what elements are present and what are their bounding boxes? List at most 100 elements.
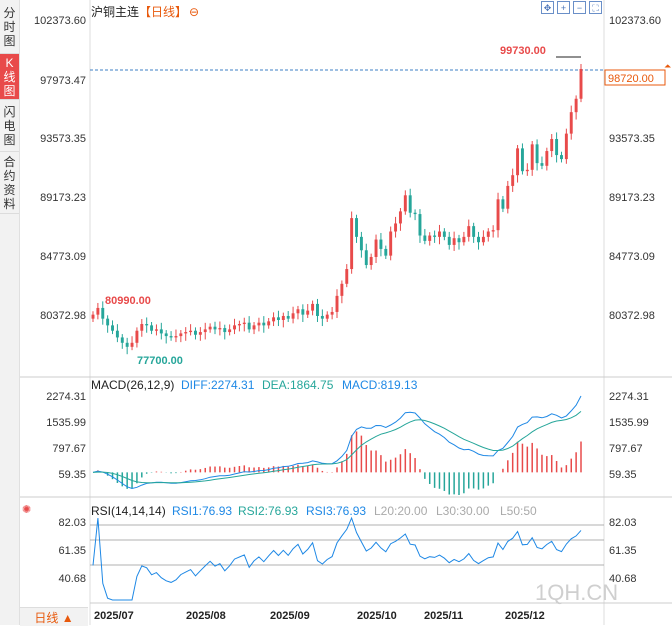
tab-contract-info-label: 合约资料	[3, 154, 16, 211]
rsi-series	[92, 516, 582, 601]
watermark: 1QH.CN	[535, 580, 618, 605]
candle-body	[296, 309, 300, 314]
candle-body	[501, 199, 505, 209]
candle-body	[359, 236, 363, 251]
candle-body	[520, 148, 524, 172]
fullscreen-icon[interactable]: ⛶	[589, 1, 602, 14]
candle-body	[120, 337, 124, 343]
candle-body	[281, 315, 285, 321]
price-axis: 102373.60 97973.47 93573.35 89173.23 847…	[34, 15, 661, 322]
macd-axis-label: 2274.31	[609, 391, 649, 403]
chart-header: 沪铜主连【日线】 ⊖	[91, 3, 199, 20]
rsi-line	[92, 516, 582, 601]
candle-body	[237, 324, 241, 326]
candle-body	[574, 98, 578, 113]
low-annotation: 77700.00	[137, 355, 183, 367]
rsi3-label: RSI3:76.93	[306, 504, 366, 518]
candle-body	[555, 138, 559, 156]
candle-body	[506, 185, 510, 209]
candle-body	[550, 138, 554, 152]
candle-body	[462, 236, 466, 243]
candle-body	[340, 283, 344, 296]
right-price-label: 93573.35	[609, 133, 655, 145]
candle-body	[325, 314, 329, 319]
macd-diff-line	[92, 395, 582, 490]
candle-body	[247, 322, 251, 330]
candle-body	[189, 330, 193, 333]
high-annotation: 99730.00	[500, 45, 546, 57]
tab-flash[interactable]: 闪电图	[0, 100, 19, 152]
rsi2-label: RSI2:76.93	[238, 504, 298, 518]
macd-dea-line	[92, 411, 582, 484]
candle-body	[564, 133, 568, 160]
macd-axis-label: 59.35	[58, 469, 86, 481]
macd-axis-label: 1535.99	[609, 417, 649, 429]
candle-body	[194, 330, 197, 335]
candle-series	[91, 64, 583, 355]
tab-timeshare[interactable]: 分时图	[0, 0, 19, 54]
candle-body	[579, 68, 583, 99]
candle-body	[272, 317, 276, 322]
rsi-axis-label: 82.03	[58, 517, 86, 529]
candle-body	[350, 218, 354, 270]
candle-body	[335, 295, 339, 312]
candle-body	[423, 235, 427, 241]
candle-body	[218, 328, 222, 330]
candle-body	[330, 311, 334, 315]
zoom-in-icon[interactable]: +	[557, 1, 570, 14]
candle-body	[306, 310, 310, 315]
scroll-up-icon[interactable]: ⏶	[664, 61, 672, 71]
macd-dea-label: DEA:1864.75	[262, 378, 334, 392]
rsi-axis-label: 61.35	[58, 545, 86, 557]
candle-body	[545, 151, 549, 166]
zoom-out-icon[interactable]: −	[573, 1, 586, 14]
period-tag[interactable]: 【日线】	[139, 5, 188, 19]
candle-body	[174, 336, 178, 338]
rsi1-label: RSI1:76.93	[172, 504, 232, 518]
candle-body	[96, 307, 100, 315]
macd-axis-label: 2274.31	[46, 391, 86, 403]
macd-axis-label: 797.67	[609, 443, 643, 455]
candle-body	[355, 218, 358, 237]
date-label: 2025/07	[94, 610, 134, 622]
period-button[interactable]: 日线 ▲	[20, 607, 88, 626]
tab-kline-label: K线图	[3, 55, 16, 98]
tab-flash-label: 闪电图	[3, 104, 16, 147]
candle-body	[481, 236, 485, 243]
candle-body	[316, 303, 319, 316]
candle-body	[491, 230, 495, 232]
candle-body	[398, 211, 402, 224]
candle-body	[486, 231, 490, 237]
rsi-level-l30: L30:30.00	[436, 504, 490, 518]
candle-body	[472, 226, 476, 237]
macd-axis-label: 797.67	[52, 443, 86, 455]
last-price-label: 98720.00	[608, 73, 654, 85]
candle-body	[516, 148, 520, 176]
settings-icon[interactable]: ⊖	[189, 5, 200, 19]
left-price-label: 93573.35	[40, 133, 86, 145]
rsi-level-l20: L20:20.00	[374, 504, 428, 518]
candle-body	[154, 329, 158, 331]
rsi-settings-icon[interactable]: ✺	[22, 504, 31, 516]
tab-contract-info[interactable]: 合约资料	[0, 152, 19, 214]
candle-body	[384, 248, 388, 256]
date-label: 2025/08	[186, 610, 226, 622]
candle-body	[164, 333, 168, 337]
candle-body	[301, 309, 305, 315]
candle-body	[320, 315, 324, 319]
right-price-label: 89173.23	[609, 192, 655, 204]
candle-body	[535, 144, 539, 164]
tab-kline[interactable]: K线图	[0, 54, 19, 100]
date-axis: 2025/07 2025/08 2025/09 2025/10 2025/11 …	[94, 610, 545, 622]
move-icon[interactable]: ✥	[541, 1, 554, 14]
candle-body	[511, 175, 515, 186]
candle-body	[228, 329, 232, 333]
rsi-axis: 82.03 61.35 40.68 82.03 61.35 40.68	[58, 517, 636, 585]
candle-body	[525, 169, 529, 172]
candle-body	[223, 328, 227, 333]
candle-body	[252, 325, 256, 330]
candle-body	[379, 239, 383, 249]
candle-body	[447, 236, 451, 245]
right-price-label: 84773.09	[609, 251, 655, 263]
